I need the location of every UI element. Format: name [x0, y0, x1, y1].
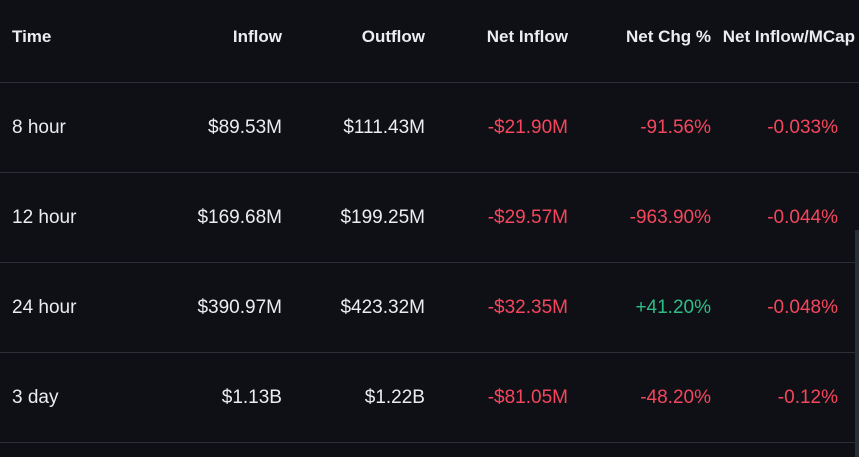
- cell-net-inflow-mcap: -0.044%: [767, 206, 838, 228]
- header-inflow[interactable]: Inflow: [232, 27, 282, 46]
- table-row: 12 hour $169.68M $199.25M -$29.57M -963.…: [0, 173, 859, 263]
- cell-net-chg: -48.20%: [640, 386, 711, 408]
- cell-net-chg: -963.90%: [629, 206, 711, 228]
- cell-net-chg: -91.56%: [640, 116, 711, 138]
- cell-time: 8 hour: [12, 116, 66, 138]
- cell-outflow: $199.25M: [340, 206, 425, 228]
- cell-time: 3 day: [12, 386, 59, 408]
- cell-inflow: $169.68M: [197, 206, 282, 228]
- cell-inflow: $89.53M: [208, 116, 282, 138]
- table-row: 3 day $1.13B $1.22B -$81.05M -48.20% -0.…: [0, 353, 859, 443]
- cell-time: 24 hour: [12, 296, 77, 318]
- header-net-inflow-mcap[interactable]: Net Inflow/MCap: [722, 27, 855, 46]
- table-row: 8 hour $89.53M $111.43M -$21.90M -91.56%…: [0, 83, 859, 173]
- cell-net-inflow: -$81.05M: [487, 386, 568, 408]
- cell-outflow: $1.22B: [364, 386, 425, 408]
- cell-outflow: $111.43M: [343, 116, 425, 138]
- cell-net-inflow: -$29.57M: [487, 206, 568, 228]
- cell-net-chg: +41.20%: [635, 296, 711, 318]
- header-time[interactable]: Time: [12, 27, 52, 46]
- header-outflow[interactable]: Outflow: [361, 27, 425, 46]
- cell-net-inflow: -$21.90M: [487, 116, 568, 138]
- cell-inflow: $390.97M: [197, 296, 282, 318]
- table-header-row: Time Inflow Outflow Net Inflow Net Chg %…: [0, 0, 859, 83]
- header-net-inflow[interactable]: Net Inflow: [486, 27, 568, 46]
- cell-net-inflow-mcap: -0.12%: [777, 386, 838, 408]
- cell-time: 12 hour: [12, 206, 77, 228]
- cell-outflow: $423.32M: [340, 296, 425, 318]
- vertical-scrollbar[interactable]: [855, 230, 859, 457]
- cell-net-inflow-mcap: -0.033%: [767, 116, 838, 138]
- cell-net-inflow: -$32.35M: [487, 296, 568, 318]
- cell-net-inflow-mcap: -0.048%: [767, 296, 838, 318]
- table-row: 24 hour $390.97M $423.32M -$32.35M +41.2…: [0, 263, 859, 353]
- cell-inflow: $1.13B: [221, 386, 282, 408]
- header-net-chg[interactable]: Net Chg %: [626, 27, 711, 46]
